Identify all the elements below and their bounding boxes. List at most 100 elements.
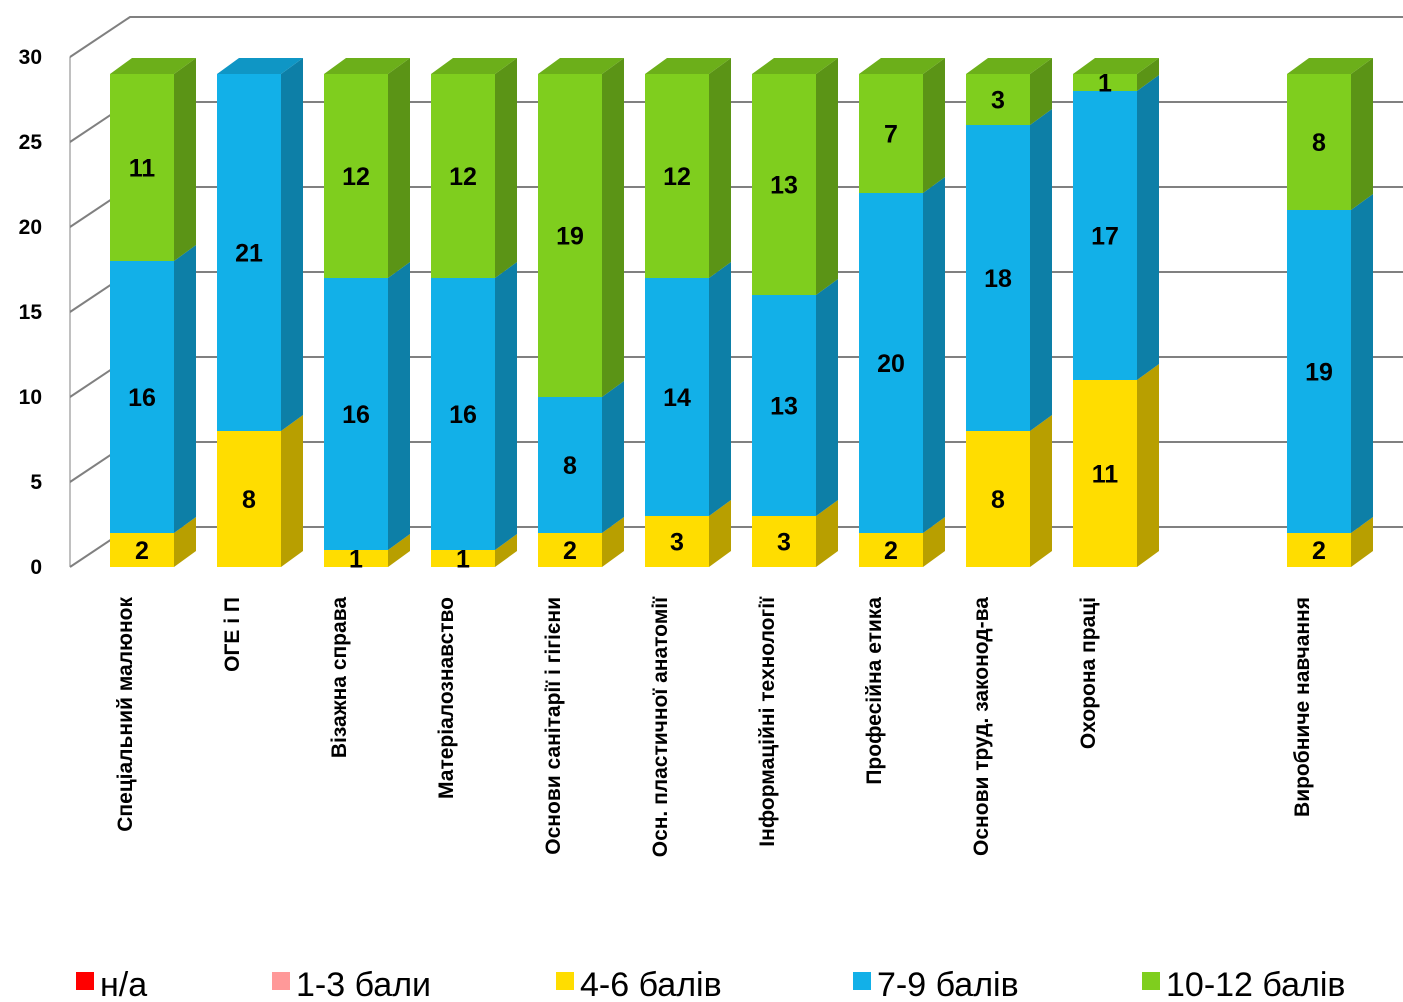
y-tick-label: 5	[30, 471, 42, 494]
data-label: 3	[991, 87, 1005, 115]
bar-segment	[752, 295, 816, 516]
bar-segment	[110, 74, 174, 261]
bar-segment	[538, 74, 602, 397]
bar-segment-side	[1030, 58, 1052, 125]
data-label: 16	[128, 384, 156, 412]
data-label: 13	[770, 172, 798, 200]
data-label: 12	[449, 163, 477, 191]
bar-segment-side	[495, 58, 517, 278]
category-label: Охорона праці	[1077, 597, 1100, 749]
bar-segment	[324, 550, 388, 567]
category-label: Візажна справа	[328, 597, 351, 758]
bar-segment	[1287, 74, 1351, 210]
bar-top	[645, 58, 731, 74]
legend: н/а 1-3 бали 4-6 балів 7-9 балів 10-12 балів	[76, 966, 1345, 1002]
data-label: 17	[1091, 223, 1119, 251]
data-label: 13	[770, 393, 798, 421]
category-label: Основи санітарії і гігієни	[542, 597, 565, 855]
y-tick-label: 25	[19, 131, 43, 154]
data-label: 1	[349, 546, 363, 574]
data-label: 2	[1312, 537, 1326, 565]
bar-segment	[431, 550, 495, 567]
category-label: Виробниче навчання	[1291, 597, 1314, 817]
bar-segment	[1073, 380, 1137, 567]
bar-segment	[110, 261, 174, 533]
bar-top	[217, 58, 303, 74]
data-label: 2	[563, 537, 577, 565]
bar-segment-side	[174, 517, 196, 567]
data-label: 14	[663, 384, 691, 412]
bar-segment-side	[1351, 58, 1373, 210]
bar-top	[1073, 58, 1159, 74]
data-label: 8	[991, 486, 1005, 514]
bar-stack	[752, 58, 838, 567]
category-label: ОГЕ і П	[221, 597, 244, 672]
bar-top	[1287, 58, 1373, 74]
bar-stack	[110, 58, 196, 567]
bar-segment	[1287, 210, 1351, 533]
y-tick-label: 20	[19, 216, 42, 239]
bar-segment-side	[923, 517, 945, 567]
gridline	[69, 16, 1403, 58]
data-label: 16	[342, 401, 370, 429]
data-label: 1	[1098, 70, 1112, 98]
y-tick-label: 15	[19, 301, 43, 324]
bar-segment	[859, 74, 923, 193]
bar-top	[752, 58, 838, 74]
bar-segment-side	[709, 58, 731, 278]
legend-swatch	[1142, 972, 1160, 990]
bar-segment	[859, 193, 923, 533]
category-label: Спеціальний малюнок	[114, 597, 137, 832]
bar-segment	[645, 278, 709, 516]
bar-segment	[752, 74, 816, 295]
bar-segment-side	[495, 534, 517, 567]
bar-segment-side	[281, 415, 303, 567]
bar-segment-side	[174, 58, 196, 261]
bar-segment	[431, 278, 495, 550]
bar-segment	[217, 74, 281, 431]
data-labels: 2161182111612116122819314123131322078183…	[128, 70, 1333, 574]
bar-stack	[217, 58, 303, 567]
data-label: 1	[456, 546, 470, 574]
bar-stack	[538, 58, 624, 567]
bar-stack	[859, 58, 945, 567]
bar-segment-side	[1030, 415, 1052, 567]
bar-top	[431, 58, 517, 74]
bar-segment	[324, 278, 388, 550]
legend-label: 1-3 бали	[296, 966, 431, 1002]
category-label: Осн. пластичної анатомії	[649, 596, 672, 857]
data-label: 2	[884, 537, 898, 565]
y-tick-label: 0	[30, 556, 42, 579]
bar-stack	[324, 58, 410, 567]
category-label: Основи труд. законод-ва	[970, 597, 993, 856]
bar-segment-side	[816, 279, 838, 516]
data-label: 20	[877, 350, 905, 378]
category-label: Інформаційні технології	[756, 596, 779, 847]
legend-label: 4-6 балів	[580, 966, 722, 1002]
legend-label: 7-9 балів	[877, 966, 1019, 1002]
data-label: 19	[1305, 359, 1333, 387]
bar-segment	[645, 516, 709, 567]
bar-segment-side	[1137, 58, 1159, 91]
y-tick-label: 30	[19, 46, 42, 69]
bar-top	[324, 58, 410, 74]
bar-segment	[966, 74, 1030, 125]
bar-segment	[966, 125, 1030, 431]
data-label: 12	[342, 163, 370, 191]
bar-segment-side	[1030, 109, 1052, 431]
bar-segment-side	[709, 262, 731, 516]
bar-segment-side	[1137, 75, 1159, 380]
bar-segment	[1287, 533, 1351, 567]
bar-top	[859, 58, 945, 74]
legend-swatch	[272, 972, 290, 990]
bar-segment	[1073, 91, 1137, 380]
bar-segment-side	[1351, 194, 1373, 533]
bar-segment-side	[602, 58, 624, 397]
data-label: 12	[663, 163, 691, 191]
bar-segment	[859, 533, 923, 567]
data-label: 3	[777, 529, 791, 557]
y-tick-label: 10	[19, 386, 42, 409]
data-label: 7	[884, 121, 898, 149]
bar-segment	[966, 431, 1030, 567]
data-label: 2	[135, 537, 149, 565]
